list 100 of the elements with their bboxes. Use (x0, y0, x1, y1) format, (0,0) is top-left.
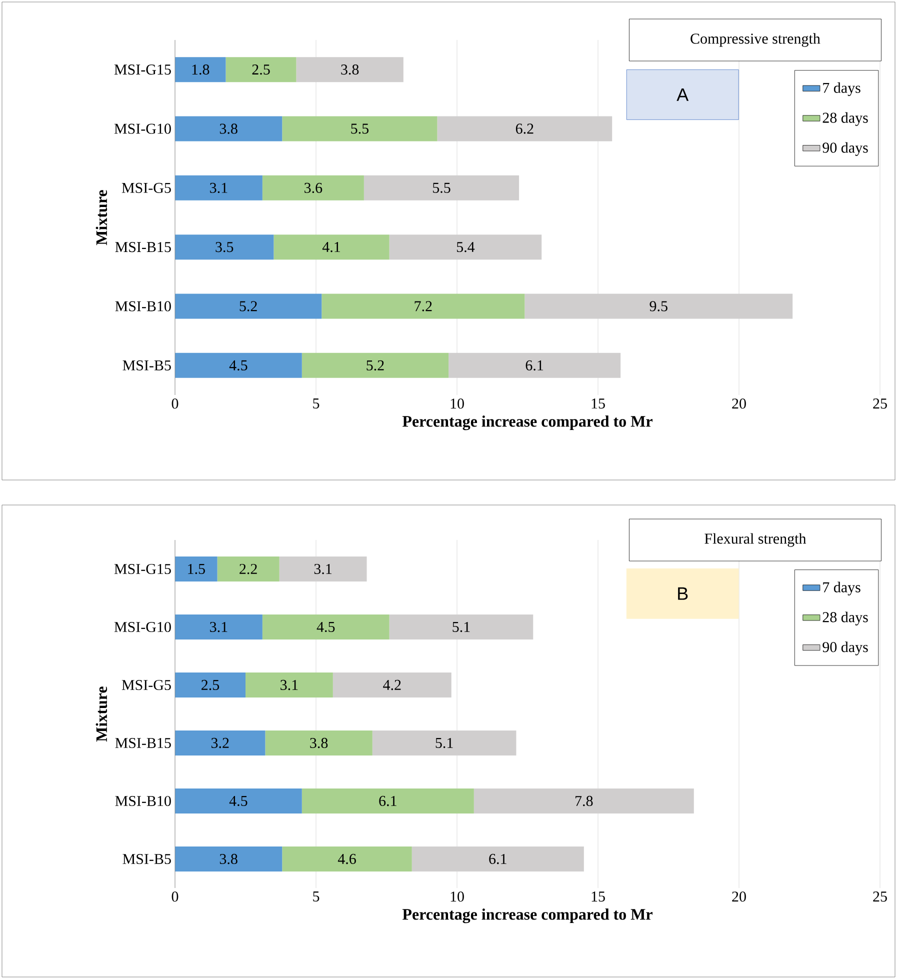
bar (175, 352, 302, 378)
data-label: 4.2 (383, 680, 401, 690)
bar (175, 556, 218, 582)
annotation: A (676, 88, 689, 101)
bar (274, 234, 390, 260)
legend-label: 7 days (823, 82, 860, 96)
data-label: 5.5 (432, 182, 450, 193)
data-label: 5.5 (351, 124, 369, 134)
bar (226, 57, 296, 82)
data-label: 1.8 (192, 64, 210, 75)
data-label: 6.1 (489, 854, 506, 864)
data-label: 5.1 (436, 738, 453, 748)
data-label: 2.5 (202, 680, 220, 690)
x-tick-label: 10 (450, 398, 464, 409)
bar (372, 730, 516, 756)
bar (175, 234, 274, 260)
data-label: 9.5 (650, 301, 668, 312)
data-label: 4.6 (338, 854, 356, 864)
bar (217, 556, 280, 582)
y-tick-label: MSI-B5 (122, 854, 171, 864)
data-label: 6.1 (526, 360, 544, 370)
bar (389, 234, 542, 260)
y-tick-label: MSI-G15 (114, 564, 171, 574)
data-label: 6.1 (379, 796, 396, 806)
y-axis-title: Mixture (96, 686, 108, 742)
x-tick-label: 15 (592, 892, 605, 902)
y-tick-label: MSI-G10 (114, 622, 171, 632)
bar (175, 175, 262, 200)
y-tick-label: MSI-G5 (122, 182, 171, 193)
y-tick-label: MSI-G5 (122, 680, 171, 690)
bar (322, 294, 525, 319)
data-label: 3.8 (310, 738, 328, 748)
data-label: 4.1 (322, 242, 340, 252)
data-label: 3.8 (220, 124, 238, 134)
bar (412, 846, 584, 872)
bar (302, 788, 474, 814)
x-tick-label: 5 (313, 398, 320, 408)
data-label: 3.1 (210, 622, 228, 632)
bar (175, 294, 322, 319)
x-tick-label: 0 (172, 892, 178, 902)
bar (474, 788, 694, 814)
x-axis-title: Percentage increase compared to Mr (402, 908, 652, 924)
legend-label: 28 days (822, 612, 868, 626)
bar (265, 730, 372, 756)
bar (389, 614, 534, 640)
x-tick-label: 15 (592, 398, 605, 409)
x-tick-label: 20 (732, 892, 746, 902)
bar (296, 57, 404, 82)
data-label: 3.1 (280, 680, 298, 690)
y-axis-title: Mixture (96, 190, 108, 246)
bar (262, 614, 390, 640)
bar (246, 672, 333, 698)
bar (175, 614, 262, 640)
data-label: 5.1 (452, 622, 470, 632)
data-label: 5.2 (366, 360, 384, 370)
y-tick-label: MSI-B5 (122, 360, 171, 370)
x-tick-label: 20 (732, 398, 746, 409)
chart-title: Compressive strength (690, 33, 820, 47)
data-label: 6.2 (516, 124, 534, 134)
bar (364, 175, 520, 200)
y-tick-label: MSI-G10 (114, 124, 171, 134)
legend-label: 90 days (822, 642, 868, 656)
bar (262, 175, 364, 200)
bar (448, 352, 621, 378)
x-tick-label: 0 (172, 398, 178, 409)
chart-title: Flexural strength (704, 533, 806, 547)
data-label: 5.2 (240, 301, 257, 312)
bar (524, 294, 793, 319)
bar (175, 846, 282, 872)
x-axis-title: Percentage increase compared to Mr (402, 416, 652, 430)
data-label: 5.4 (456, 242, 475, 252)
data-label: 7.2 (414, 301, 432, 312)
data-label: 4.5 (229, 796, 248, 806)
bar (175, 672, 246, 698)
data-label: 3.2 (211, 738, 229, 748)
legend-label: 28 days (822, 112, 868, 126)
x-tick-label: 25 (873, 892, 887, 902)
data-label: 2.5 (252, 64, 270, 75)
x-tick-label: 5 (313, 892, 320, 902)
x-tick-label: 10 (450, 892, 464, 902)
bar (437, 116, 612, 142)
data-label: 1.5 (188, 564, 205, 574)
bar (282, 846, 412, 872)
bar (302, 352, 449, 378)
bar (175, 730, 266, 756)
y-tick-label: MSI-B15 (115, 738, 171, 748)
data-label: 3.8 (220, 854, 238, 864)
legend-label: 7 days (823, 582, 860, 596)
data-label: 3.8 (341, 64, 359, 75)
y-tick-label: MSI-B15 (115, 242, 171, 252)
annotation: B (678, 587, 688, 600)
data-label: 3.5 (216, 242, 234, 252)
data-label: 7.8 (576, 796, 593, 806)
bar (175, 788, 302, 814)
data-label: 3.1 (314, 564, 332, 574)
y-tick-label: MSI-B10 (115, 796, 171, 806)
data-label: 4.5 (316, 622, 335, 632)
bar (175, 116, 282, 142)
legend-label: 90 days (822, 142, 868, 156)
data-label: 4.5 (229, 360, 248, 370)
